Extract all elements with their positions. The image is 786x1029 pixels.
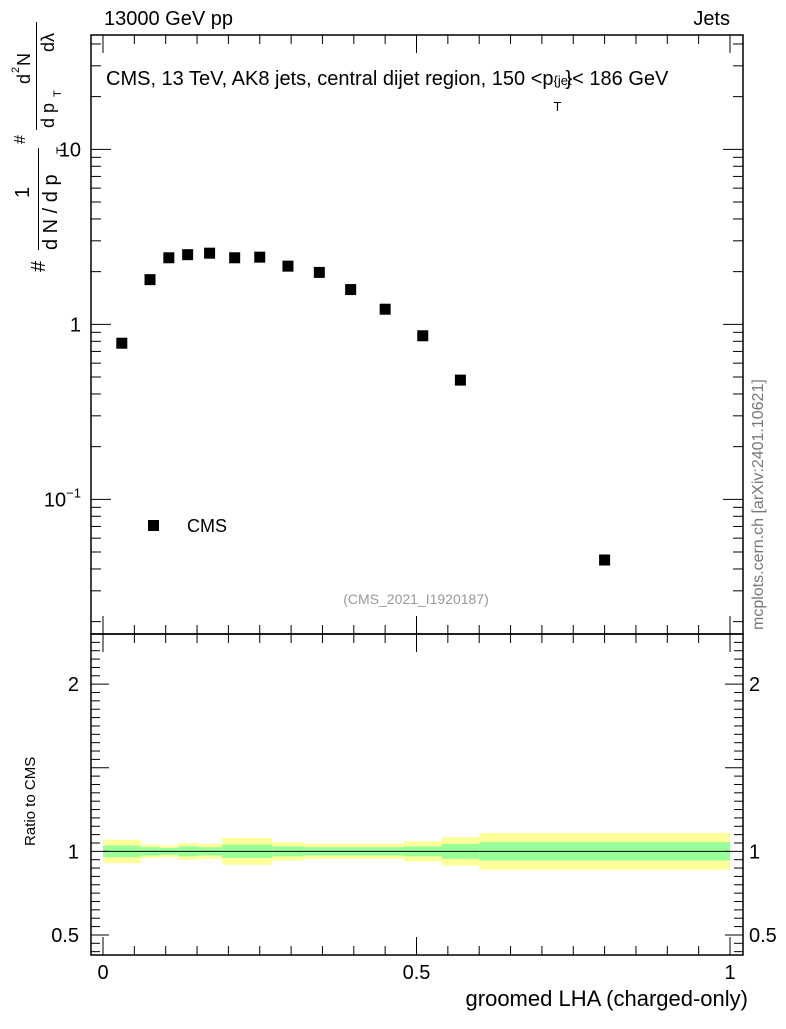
ylabel-fraction-bar-2 — [36, 22, 37, 130]
ylabel-hash-1: # — [28, 260, 50, 272]
plot-title: CMS, 13 TeV, AK8 jets, central dijet reg… — [106, 68, 669, 114]
cms-point — [454, 374, 466, 386]
plot-frames — [90, 34, 744, 956]
analysis-id-annotation: (CMS_2021_I1920187) — [343, 591, 489, 607]
main-y-tick-label: 10 — [59, 139, 81, 161]
ratio-y-tick-label-right: 2 — [749, 674, 760, 696]
cms-point — [116, 337, 128, 349]
title-sub: T — [553, 99, 562, 114]
ylabel-denominator-sub: T — [54, 146, 68, 154]
ratio-y-tick-label-right: 1 — [749, 841, 760, 863]
cms-data-markers — [116, 247, 611, 566]
cms-point — [204, 247, 216, 259]
title-sup: {jet — [553, 73, 572, 88]
x-tick-label: 1 — [724, 962, 735, 984]
cms-point — [417, 330, 429, 342]
x-axis-label: groomed LHA (charged-only) — [465, 986, 748, 1011]
ylabel-one: 1 — [12, 186, 34, 198]
cms-point — [229, 252, 241, 264]
cms-point — [345, 284, 357, 296]
main-y-tick-label: 1 — [70, 314, 81, 336]
ratio-y-tick-label-left: 0.5 — [51, 925, 79, 947]
x-tick-label: 0.5 — [403, 962, 431, 984]
main-plot-frame — [90, 34, 744, 635]
ratio-y-tick-label-right: 0.5 — [749, 925, 777, 947]
legend-cms-label: CMS — [187, 516, 227, 536]
main-y-axis-label: # 1 d N / d p T # d 2 N d p T dλ — [8, 22, 68, 272]
cms-point — [599, 554, 611, 566]
title-prefix: CMS, 13 TeV, AK8 jets, central dijet reg… — [106, 68, 554, 90]
legend: CMS — [148, 516, 227, 536]
cms-point — [254, 251, 266, 263]
ratio-plot-frame — [90, 633, 744, 956]
ylabel-num-dp-sub: T — [52, 90, 64, 97]
ylabel-hash-2: # — [12, 135, 29, 144]
ylabel-num-dp: d p — [38, 102, 58, 128]
axis-ticks — [91, 35, 743, 955]
watermark: mcplots.cern.ch [arXiv:2401.10621] — [750, 379, 767, 630]
cms-point — [379, 303, 391, 315]
ylabel-denominator: d N / d p — [40, 174, 62, 250]
ratio-y-axis-label: Ratio to CMS — [22, 756, 39, 846]
ylabel-num-N: N — [14, 53, 34, 66]
x-tick-label: 0 — [97, 962, 108, 984]
cms-point — [163, 252, 175, 264]
process-label: Jets — [693, 8, 730, 30]
energy-label: 13000 GeV pp — [104, 8, 233, 30]
cms-point — [182, 249, 194, 261]
legend-cms-marker — [148, 520, 159, 531]
cms-point — [144, 274, 156, 286]
ratio-y-tick-label-left: 2 — [68, 674, 79, 696]
ylabel-num-sup: 2 — [10, 66, 22, 73]
ratio-y-tick-label-left: 1 — [68, 841, 79, 863]
cms-point — [313, 266, 325, 278]
axis-tick-labels: 10−1 1 10 0 0.5 1 0.5 0.5 1 1 2 2 — [44, 139, 777, 984]
cms-point — [282, 260, 294, 272]
ylabel-num-d: d — [14, 73, 34, 84]
title-suffix: }< 186 GeV — [565, 68, 669, 90]
ylabel-fraction-bar-1 — [38, 148, 39, 250]
ylabel-num-dlambda: dλ — [38, 32, 58, 52]
main-y-tick-label: 10−1 — [44, 485, 81, 511]
